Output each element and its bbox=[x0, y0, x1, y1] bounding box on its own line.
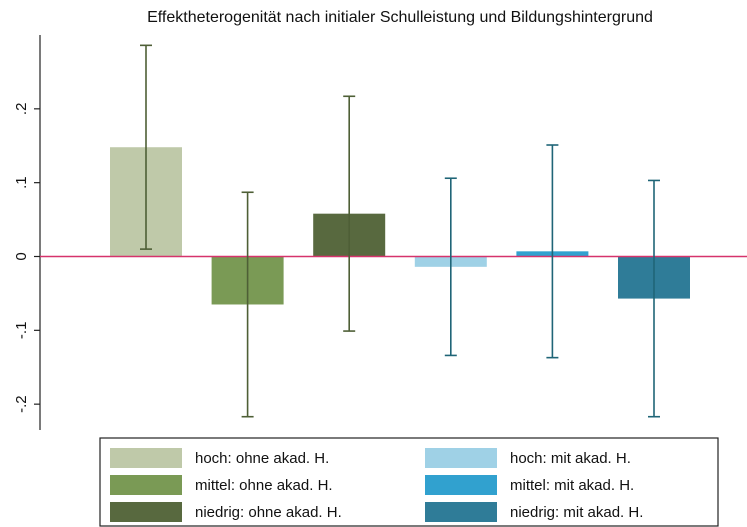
chart-title: Effektheterogenität nach initialer Schul… bbox=[147, 9, 653, 26]
y-tick-label: .2 bbox=[13, 103, 30, 116]
legend-box bbox=[99, 437, 719, 527]
legend-swatch bbox=[110, 448, 182, 468]
y-tick-label: 0 bbox=[13, 252, 30, 260]
legend-label: niedrig: ohne akad. H. bbox=[195, 504, 342, 521]
y-tick-label: -.1 bbox=[13, 322, 30, 340]
y-tick-label: .1 bbox=[13, 176, 30, 189]
legend-swatch bbox=[425, 448, 497, 468]
legend-label: niedrig: mit akad. H. bbox=[510, 504, 643, 521]
y-tick-label: -.2 bbox=[13, 395, 30, 413]
legend-swatch bbox=[110, 502, 182, 522]
legend-swatch bbox=[425, 502, 497, 522]
legend-label: mittel: ohne akad. H. bbox=[195, 477, 333, 494]
legend-swatch bbox=[110, 475, 182, 495]
legend-swatch bbox=[425, 475, 497, 495]
legend-label: hoch: ohne akad. H. bbox=[195, 450, 329, 467]
legend-label: hoch: mit akad. H. bbox=[510, 450, 631, 467]
legend-label: mittel: mit akad. H. bbox=[510, 477, 634, 494]
